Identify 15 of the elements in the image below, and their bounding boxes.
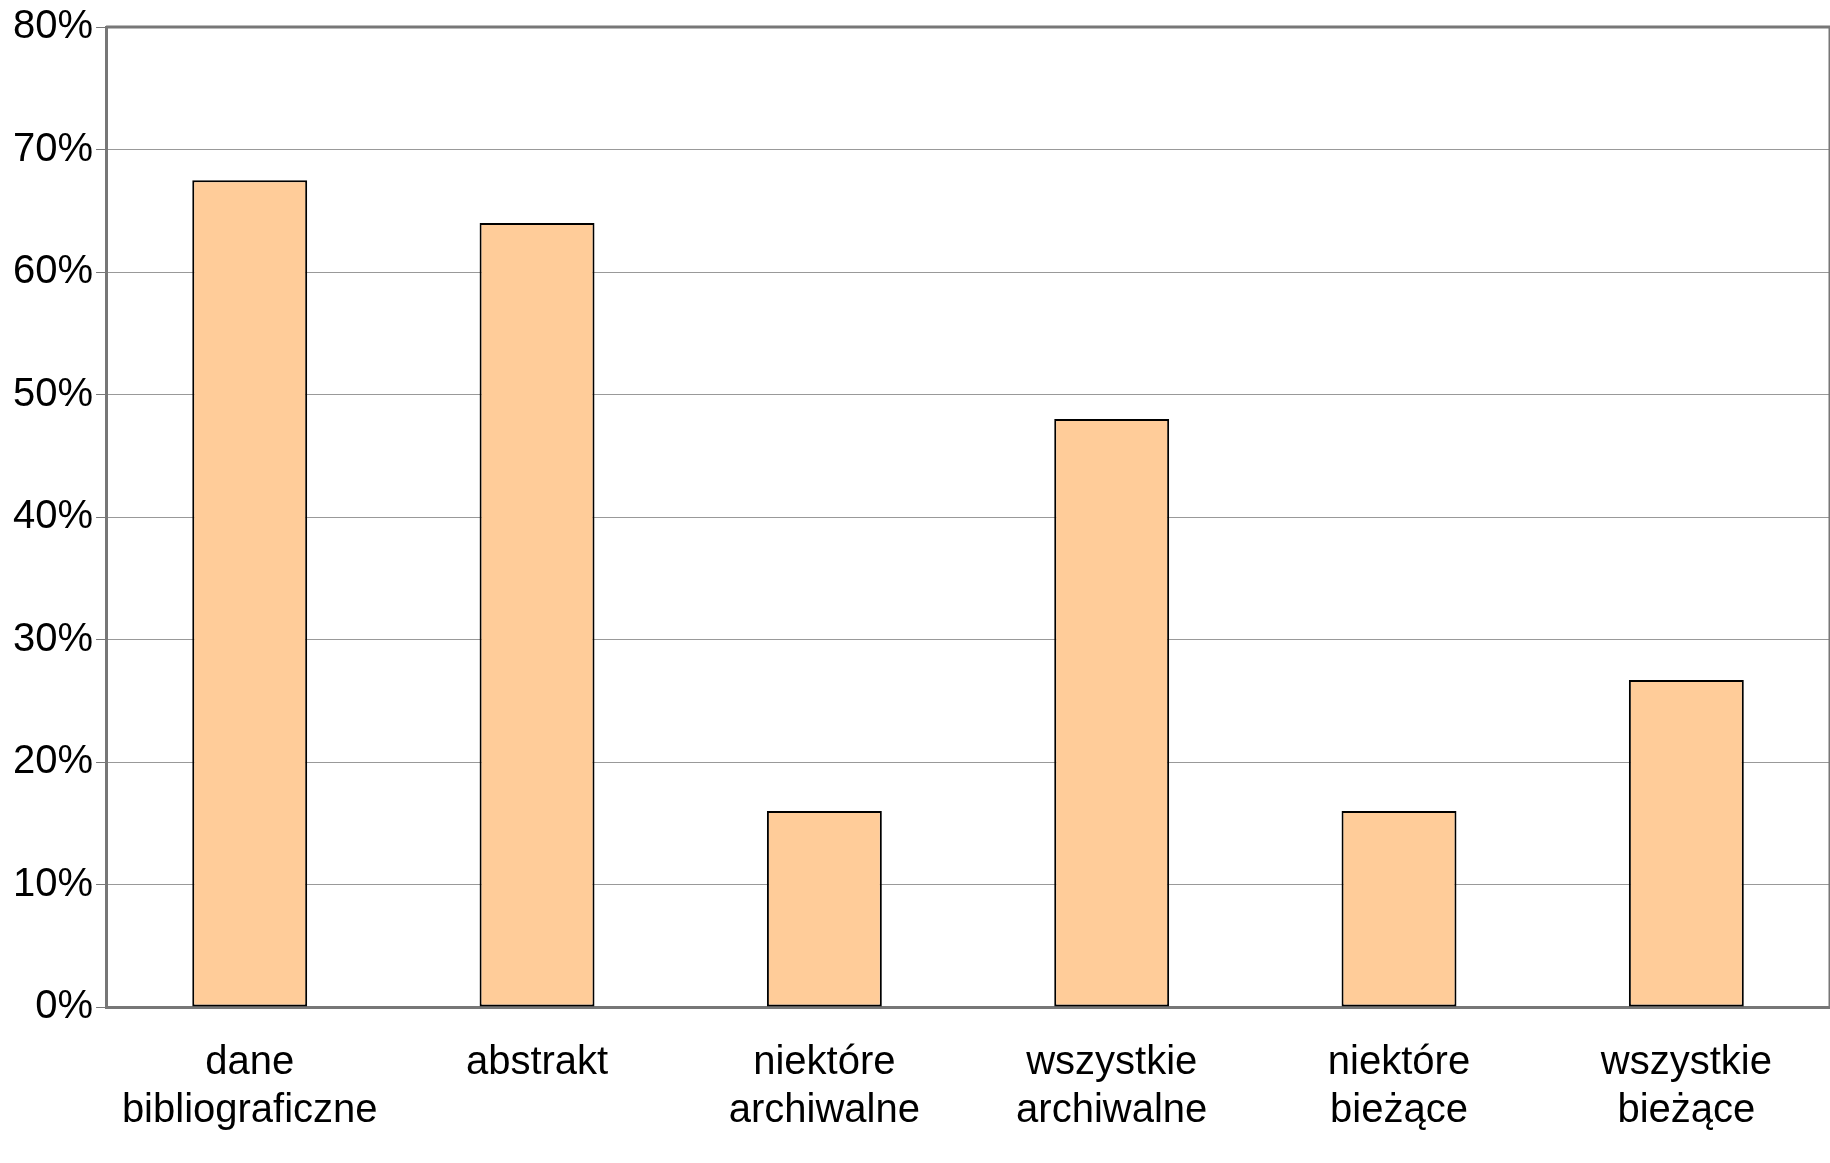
y-tick-label: 40% — [13, 492, 94, 537]
x-tick-label: dane bibliograficzne — [121, 1038, 378, 1131]
x-tick-label: abstrakt — [465, 1038, 609, 1083]
y-tick-label: 30% — [13, 614, 94, 659]
y-tick-label: 80% — [13, 2, 94, 47]
y-tick-label: 10% — [13, 859, 94, 904]
y-tick-label: 20% — [13, 737, 94, 782]
x-tick-label: niektóre archiwalne — [728, 1038, 920, 1131]
y-tick-label: 60% — [13, 247, 94, 292]
y-tick-label: 0% — [35, 982, 94, 1027]
x-tick-label: niektóre bieżące — [1327, 1038, 1471, 1131]
x-tick-label: wszystkie archiwalne — [1016, 1038, 1208, 1131]
x-tick-label: wszystkie bieżące — [1599, 1038, 1772, 1131]
y-tick-label: 70% — [13, 124, 94, 169]
y-tick-label: 50% — [13, 369, 94, 414]
